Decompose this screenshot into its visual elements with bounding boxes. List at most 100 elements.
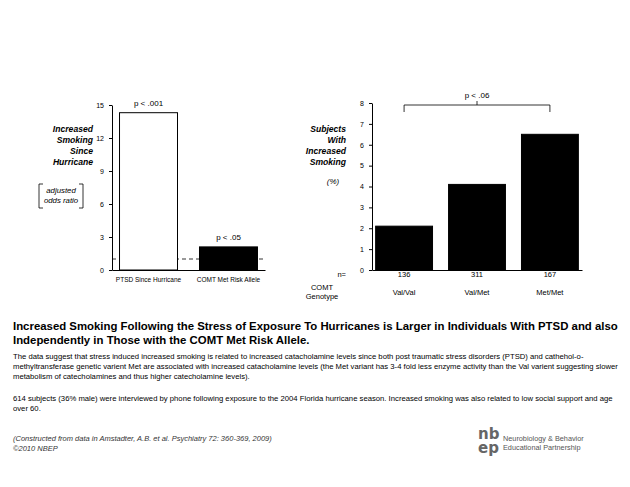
x-tick-label: PTSD Since Hurricane [116, 276, 182, 283]
x-tick: PTSD Since Hurricane [116, 276, 182, 283]
x-tick: Val/Val [393, 288, 416, 297]
y-axis-line [372, 104, 373, 271]
y-axis: 0 3 6 9 12 15 [96, 102, 112, 274]
logo-mark: nb [478, 428, 499, 441]
chart-0: 0 3 6 9 12 15 PTSD Since Hurricane COMT Met Ris… [39, 99, 266, 283]
y-tick-mark [369, 270, 372, 271]
y-tick-mark [369, 145, 372, 146]
y-tick-label: 15 [96, 102, 104, 109]
x-axis: PTSD Since Hurricane COMT Met Risk Allele [113, 271, 266, 283]
y-axis-note-line: odds ratio [44, 196, 79, 205]
n-value: 136 [398, 270, 411, 279]
annotation-bracket [404, 101, 550, 112]
y-tick-label: 2 [360, 225, 364, 232]
chart-1: 0 1 2 3 4 5 6 7 8 Val/Val Val/Met Met/Met SubjectsWi… [306, 91, 583, 301]
y-tick: 15 [96, 102, 112, 109]
y-tick-mark [369, 228, 372, 229]
bracket [79, 184, 83, 208]
y-tick: 2 [360, 225, 372, 232]
y-tick: 6 [100, 201, 112, 208]
logo-name: Neurobiology & Behavior [503, 434, 584, 443]
y-tick: 8 [360, 100, 372, 107]
annotation: p < .001 [134, 99, 164, 108]
y-tick-mark [369, 103, 372, 104]
y-tick-label: 3 [100, 234, 104, 241]
x-axis-title-line: Genotype [306, 292, 339, 301]
plot-area [376, 134, 579, 270]
n-value: 167 [544, 270, 557, 279]
paragraph: 614 subjects (36% male) were interviewed… [13, 394, 619, 414]
y-axis: 0 1 2 3 4 5 6 7 8 [360, 100, 372, 274]
y-tick-mark [369, 187, 372, 188]
y-tick-label: 5 [360, 162, 364, 169]
y-axis-title: IncreasedSmokingSinceHurricane [53, 124, 94, 167]
y-tick: 1 [360, 246, 372, 253]
x-tick-label: Met/Met [536, 288, 564, 297]
y-axis-title-line: Hurricane [53, 157, 93, 167]
y-tick-label: 9 [100, 168, 104, 175]
x-tick: COMT Met Risk Allele [197, 276, 261, 283]
copyright: ©2010 NBEP [13, 444, 58, 453]
y-axis-title-line: Since [70, 146, 93, 156]
source-note: (Constructed from data in Amstadter, A.B… [13, 434, 272, 443]
y-axis-line [112, 106, 113, 271]
paragraph: The data suggest that stress induced inc… [13, 352, 619, 382]
y-tick: 7 [360, 121, 372, 128]
y-tick-mark [109, 171, 112, 172]
y-tick-mark [369, 166, 372, 167]
y-tick: 6 [360, 141, 372, 148]
y-tick: 4 [360, 183, 372, 190]
bar [449, 184, 506, 270]
x-axis-title-line: COMT [311, 283, 333, 292]
y-tick: 3 [100, 234, 112, 241]
y-axis-note-line: adjusted [46, 186, 76, 195]
y-tick-label: 12 [96, 135, 104, 142]
y-tick-label: 6 [360, 141, 364, 148]
y-tick-label: 3 [360, 204, 364, 211]
x-tick-label: Val/Met [465, 288, 491, 297]
y-axis-title-line: Increased [53, 124, 94, 134]
y-tick: 0 [100, 267, 112, 274]
x-tick-label: COMT Met Risk Allele [197, 276, 261, 283]
y-tick-mark [369, 124, 372, 125]
y-tick-mark [109, 105, 112, 106]
bar [120, 113, 178, 270]
y-axis-title: SubjectsWithIncreasedSmoking [306, 124, 347, 167]
y-tick-label: 6 [100, 201, 104, 208]
y-tick-mark [109, 138, 112, 139]
x-tick: Val/Met [465, 288, 491, 297]
y-axis-title-line: Increased [306, 146, 347, 156]
y-tick-mark [109, 270, 112, 271]
x-axis: Val/Val Val/Met Met/Met [373, 271, 583, 298]
y-tick-mark [369, 249, 372, 250]
bar [376, 226, 433, 270]
y-tick: 3 [360, 204, 372, 211]
x-axis-title: COMTGenotype [306, 283, 339, 301]
x-axis-line [113, 270, 266, 271]
x-tick: Met/Met [536, 288, 564, 297]
bar [521, 134, 578, 270]
annotation: p < .06 [465, 91, 490, 100]
y-axis-title-line: Subjects [310, 124, 346, 134]
y-tick: 9 [100, 168, 112, 175]
y-tick: 5 [360, 162, 372, 169]
x-tick-label: Val/Val [393, 288, 416, 297]
bracket [39, 184, 43, 208]
n-value: 311 [471, 270, 483, 279]
y-tick-mark [369, 207, 372, 208]
plot-area [112, 113, 265, 270]
bar [199, 247, 257, 270]
y-tick-mark [109, 204, 112, 205]
annotation: p < .05 [216, 233, 241, 242]
logo-mark: ep [478, 442, 499, 455]
n-label: n= [337, 270, 346, 279]
y-tick: 0 [360, 267, 372, 274]
y-tick-label: 7 [360, 121, 364, 128]
y-tick-label: 1 [360, 246, 364, 253]
y-axis-title-line: Smoking [310, 157, 347, 167]
y-axis-title-line: Smoking [57, 135, 94, 145]
y-axis-unit: (%) [327, 177, 340, 186]
y-tick-label: 4 [360, 183, 364, 190]
y-axis-note: adjustedodds ratio [44, 186, 79, 205]
y-tick-mark [109, 237, 112, 238]
